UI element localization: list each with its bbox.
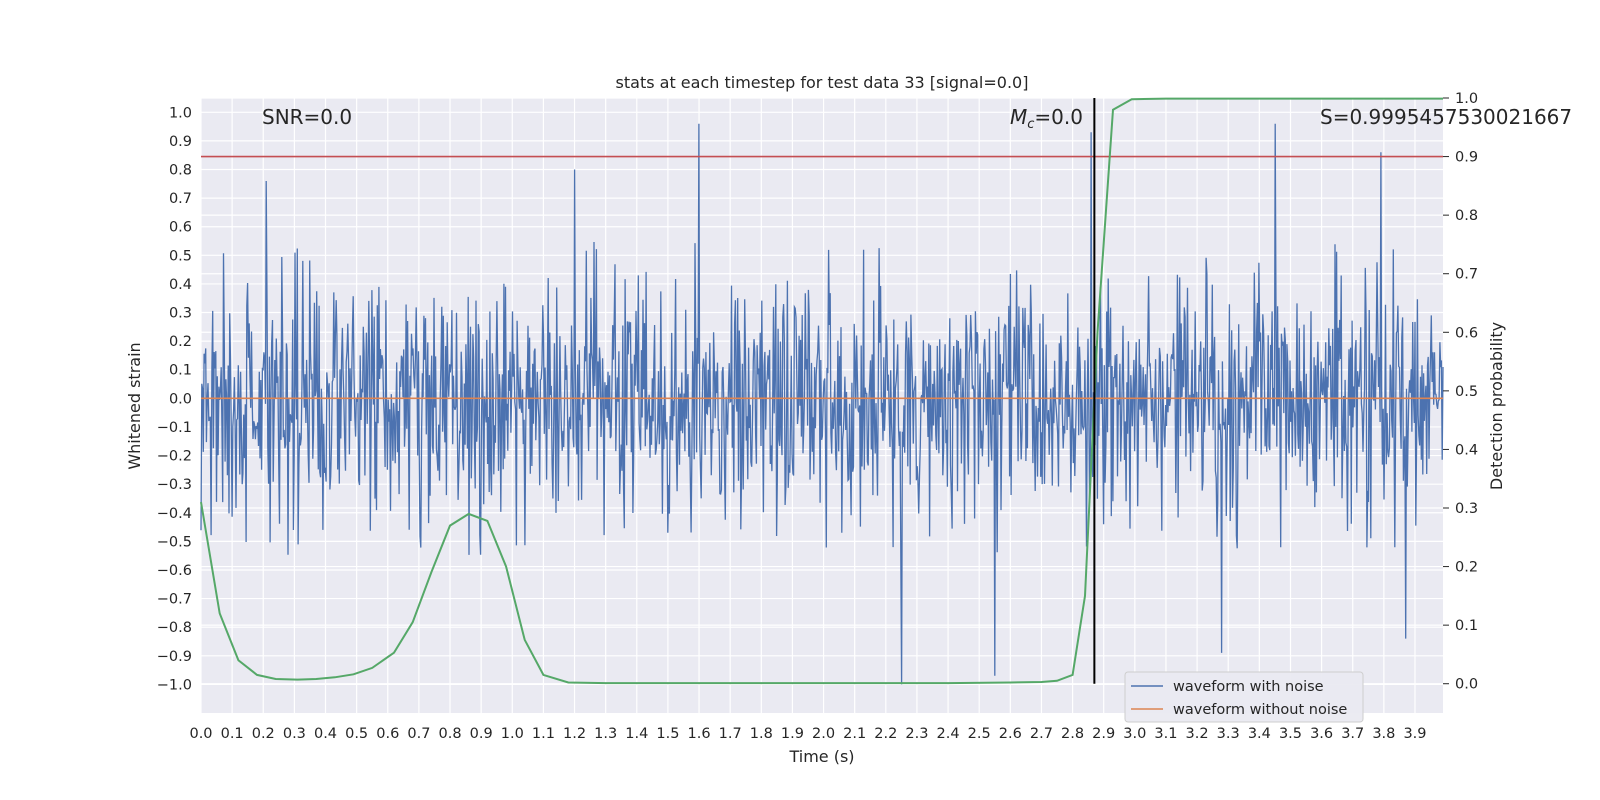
x-tick-label: 1.6	[688, 726, 711, 742]
x-tick-labels: 0.0 0.1 0.2 0.3 0.4 0.5 0.6 0.7 0.8 0.9 1.0 1.1 1.2 1…	[189, 726, 1426, 742]
x-tick-label: 2.3	[905, 726, 928, 742]
x-tick-label: 0.4	[314, 726, 337, 742]
y-tick-label: −0.3	[157, 477, 192, 493]
x-tick-label: 2.6	[999, 726, 1022, 742]
legend-box	[1124, 671, 1364, 723]
series-waveform-with-noise	[200, 123, 1444, 685]
y2-tick-label: 0.8	[1455, 208, 1478, 224]
x-tick-label: 1.9	[781, 726, 804, 742]
x-tick-label: 2.9	[1092, 726, 1115, 742]
y-tick-label: −0.4	[157, 506, 192, 522]
y-tick-label: −0.2	[157, 449, 192, 465]
x-tick-label: 1.0	[501, 726, 524, 742]
y-tick-label: 0.2	[169, 334, 192, 350]
chart-title: stats at each timestep for test data 33 …	[616, 73, 1029, 92]
y-tick-label: 0.9	[169, 134, 192, 150]
x-tick-label: 0.9	[470, 726, 493, 742]
x-tick-label: 0.1	[221, 726, 244, 742]
y-tick-label: −0.7	[157, 592, 192, 608]
y-tick-label: −0.6	[157, 563, 192, 579]
y-tick-label: −0.9	[157, 649, 192, 665]
x-tick-label: 3.3	[1217, 726, 1240, 742]
x-tick-label: 1.3	[594, 726, 617, 742]
y-tick-label: −0.1	[157, 420, 192, 436]
x-tick-label: 2.7	[1030, 726, 1053, 742]
x-tick-label: 0.7	[407, 726, 430, 742]
x-tick-label: 0.0	[189, 726, 212, 742]
y-tick-label: 0.5	[169, 248, 192, 264]
x-tick-label: 3.1	[1154, 726, 1177, 742]
y-tick-label: 0.7	[169, 191, 192, 207]
y2-tick-label: 0.1	[1455, 618, 1478, 634]
x-tick-label: 3.2	[1186, 726, 1209, 742]
y-tick-label: 1.0	[169, 105, 192, 121]
y2-tick-labels: 1.0 0.9 0.8 0.7 0.6 0.5 0.4 0.3 0.2 0.1 0.0	[1443, 91, 1478, 693]
legend-label-noise: waveform with noise	[1173, 679, 1324, 695]
x-tick-label: 1.2	[563, 726, 586, 742]
y-tick-label: −0.8	[157, 620, 192, 636]
y2-tick-label: 0.3	[1455, 501, 1478, 517]
y-tick-label: 0.3	[169, 306, 192, 322]
legend-label-clean: waveform without noise	[1173, 702, 1347, 718]
y-tick-label: 0.4	[169, 277, 192, 293]
legend: waveform with noise waveform without noi…	[1124, 671, 1364, 723]
x-tick-label: 3.5	[1279, 726, 1302, 742]
y2-tick-label: 0.7	[1455, 267, 1478, 283]
x-tick-label: 3.7	[1341, 726, 1364, 742]
y2-axis-label: Detection probability	[1487, 322, 1506, 490]
x-tick-label: 2.5	[968, 726, 991, 742]
x-tick-label: 2.2	[874, 726, 897, 742]
y-axis-label: Whitened strain	[125, 342, 144, 469]
x-tick-label: 3.8	[1372, 726, 1395, 742]
x-tick-label: 1.1	[532, 726, 555, 742]
y2-tick-label: 0.2	[1455, 560, 1478, 576]
x-tick-label: 3.4	[1248, 726, 1271, 742]
y2-tick-label: 0.9	[1455, 150, 1478, 166]
y-tick-labels: 1.0 0.9 0.8 0.7 0.6 0.5 0.4 0.3 0.2 0.1 0.0 −0.1 −0.…	[157, 105, 192, 693]
y2-tick-label: 0.4	[1455, 442, 1478, 458]
chirp-mass-annotation: Mc=0.0	[1010, 105, 1083, 132]
x-tick-label: 0.6	[376, 726, 399, 742]
x-tick-label: 3.0	[1123, 726, 1146, 742]
y-tick-label: 0.6	[169, 220, 192, 236]
x-tick-label: 2.0	[812, 726, 835, 742]
series-detection-probability	[200, 97, 1443, 685]
x-tick-label: 1.5	[656, 726, 679, 742]
x-tick-label: 1.4	[625, 726, 648, 742]
x-tick-label: 0.8	[438, 726, 461, 742]
x-tick-label: 3.6	[1310, 726, 1333, 742]
x-tick-label: 0.2	[252, 726, 275, 742]
y-tick-label: 0.1	[169, 363, 192, 379]
x-axis-label: Time (s)	[788, 747, 854, 766]
x-tick-label: 0.3	[283, 726, 306, 742]
snr-annotation: SNR=0.0	[262, 105, 352, 129]
y-tick-label: −1.0	[157, 677, 192, 693]
x-tick-label: 1.8	[750, 726, 773, 742]
score-annotation: S=0.9995457530021667	[1320, 105, 1572, 129]
x-tick-label: 2.8	[1061, 726, 1084, 742]
x-tick-label: 2.4	[937, 726, 960, 742]
y2-tick-label: 0.0	[1455, 677, 1478, 693]
x-tick-label: 1.7	[719, 726, 742, 742]
x-tick-label: 0.5	[345, 726, 368, 742]
x-tick-label: 2.1	[843, 726, 866, 742]
x-tick-label: 3.9	[1403, 726, 1426, 742]
y2-tick-label: 1.0	[1455, 91, 1478, 107]
y-tick-label: 0.8	[169, 163, 192, 179]
waveform-with-noise-line	[200, 123, 1444, 685]
y2-tick-label: 0.6	[1455, 325, 1478, 341]
y-tick-label: 0.0	[169, 391, 192, 407]
y2-tick-label: 0.5	[1455, 384, 1478, 400]
y-tick-label: −0.5	[157, 534, 192, 550]
